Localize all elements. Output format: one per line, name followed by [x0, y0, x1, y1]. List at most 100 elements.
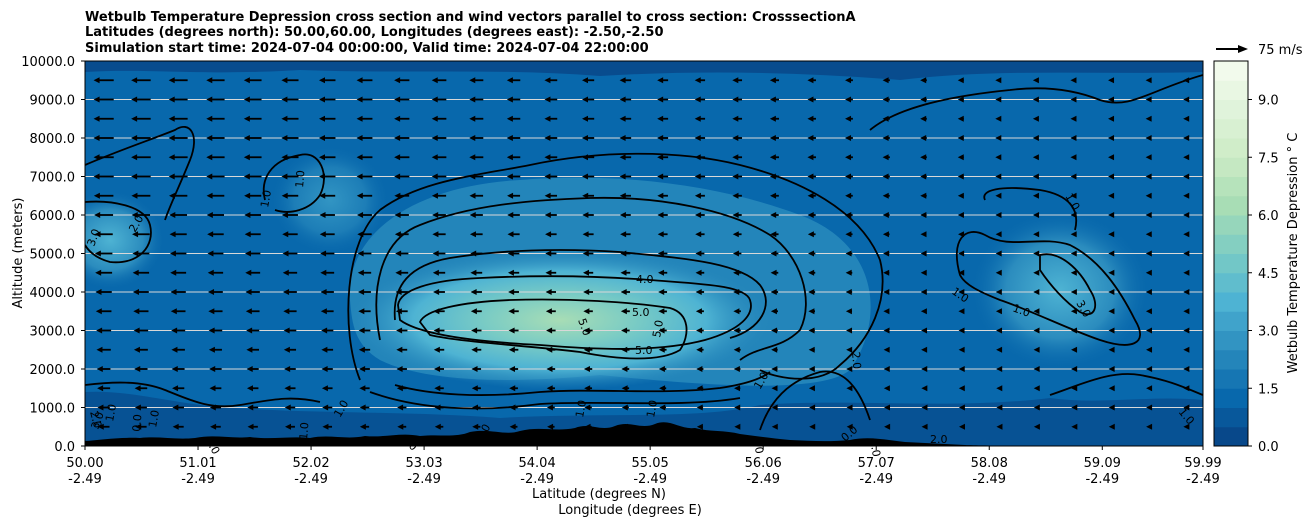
wind-arrow-head	[97, 385, 104, 392]
wind-arrow	[995, 154, 1002, 161]
wind-arrow	[170, 269, 187, 276]
wind-arrow-head	[318, 135, 325, 141]
wind-arrow	[958, 308, 965, 315]
wind-arrow-head	[657, 231, 664, 238]
wind-arrow	[771, 366, 778, 372]
wind-arrow	[131, 154, 151, 161]
wind-arrow	[471, 327, 482, 334]
wind-arrow-head	[545, 250, 552, 257]
wind-arrow-head	[1145, 250, 1152, 257]
wind-arrow-head	[546, 346, 553, 353]
wind-arrow-head	[995, 96, 1002, 103]
wind-arrow	[695, 308, 704, 315]
wind-arrow	[1145, 192, 1152, 199]
x-tick-label-lat: 58.08	[971, 456, 1008, 471]
wind-arrow-head	[1108, 192, 1115, 199]
wind-arrow	[97, 385, 111, 392]
wind-arrow	[93, 135, 114, 141]
wind-arrow-head	[883, 346, 890, 353]
wind-arrow-head	[322, 423, 329, 430]
contour-low-west	[85, 381, 321, 408]
wind-arrow-head	[469, 135, 476, 141]
wind-arrow-head	[1183, 173, 1190, 180]
wind-arrow-head	[1145, 327, 1152, 334]
wind-arrow-head	[358, 327, 365, 334]
wind-arrow	[96, 327, 112, 334]
colorbar-band	[1214, 292, 1248, 312]
wind-arrow-head	[207, 269, 214, 276]
wind-arrow	[394, 135, 410, 141]
wind-arrow	[469, 173, 484, 180]
wind-arrow	[168, 96, 188, 103]
wind-arrow-head	[659, 404, 666, 411]
wind-arrow-head	[995, 173, 1002, 180]
wind-arrow	[920, 135, 927, 141]
wind-arrow-head	[807, 115, 814, 122]
wind-arrow	[883, 269, 890, 276]
wind-arrow-head	[318, 96, 325, 103]
colorbar-tick-label: 6.0	[1258, 209, 1279, 224]
wind-arrow-head	[995, 154, 1002, 161]
wind-arrow-head	[172, 423, 179, 430]
y-tick-label: 10000.0	[21, 55, 75, 70]
wind-arrow-head	[621, 385, 628, 392]
wind-arrow-head	[582, 173, 589, 180]
wind-arrow	[545, 289, 556, 295]
wind-arrow-head	[957, 135, 964, 141]
wind-arrow-head	[770, 308, 777, 315]
wind-arrow	[169, 231, 187, 238]
wind-arrow	[694, 154, 706, 161]
x-tick-label-lon: -2.49	[520, 472, 554, 487]
wind-arrow	[281, 154, 299, 161]
wind-arrow	[1108, 366, 1115, 372]
wind-arrow	[171, 366, 185, 372]
wind-arrow-head	[957, 77, 964, 84]
wind-arrow-head	[396, 346, 403, 353]
wind-arrow-head	[770, 192, 777, 199]
wind-arrow	[807, 192, 816, 199]
colorbar-band	[1214, 369, 1248, 389]
wind-arrow-head	[94, 231, 101, 238]
wind-arrow	[583, 327, 593, 334]
wind-arrow	[807, 154, 816, 161]
wind-arrow	[657, 96, 669, 103]
wind-arrow-head	[431, 173, 438, 180]
wind-arrow-head	[469, 154, 476, 161]
wind-arrow-head	[734, 404, 741, 411]
wind-arrow-head	[396, 385, 403, 392]
wind-arrow-head	[358, 289, 365, 295]
moist-band-lower	[85, 391, 1203, 446]
wind-arrow-head	[920, 173, 927, 180]
wind-arrow-head	[920, 154, 927, 161]
wind-arrow	[507, 192, 521, 199]
wind-arrow	[134, 385, 148, 392]
wind-arrow-head	[1145, 269, 1152, 276]
wind-arrow	[733, 269, 742, 276]
wind-arrow	[732, 135, 743, 141]
wind-arrow	[958, 404, 965, 411]
wind-arrow	[471, 366, 482, 372]
wind-arrow	[808, 366, 815, 372]
wind-arrow	[547, 423, 555, 430]
wind-arrow	[133, 308, 149, 315]
wind-arrow-head	[243, 77, 250, 84]
wind-arrow-head	[1183, 96, 1190, 103]
wind-arrow	[471, 404, 481, 411]
wind-arrow	[394, 154, 410, 161]
wind-arrow-head	[469, 231, 476, 238]
wind-arrow	[996, 423, 1003, 430]
wind-arrow	[1032, 192, 1039, 199]
wind-arrow-head	[995, 308, 1002, 315]
wind-arrow-head	[395, 289, 402, 295]
wind-arrow-head	[620, 289, 627, 295]
wind-arrow	[694, 96, 706, 103]
wind-arrow-head	[583, 346, 590, 353]
dry-patch-upper	[270, 145, 390, 255]
wind-arrow-head	[958, 308, 965, 315]
wind-arrow	[321, 385, 333, 392]
wind-arrow	[472, 423, 481, 430]
wind-arrow	[883, 289, 890, 295]
wind-arrow-head	[770, 231, 777, 238]
x-tick-label-lat: 54.04	[519, 456, 556, 471]
wind-arrow-head	[546, 385, 553, 392]
